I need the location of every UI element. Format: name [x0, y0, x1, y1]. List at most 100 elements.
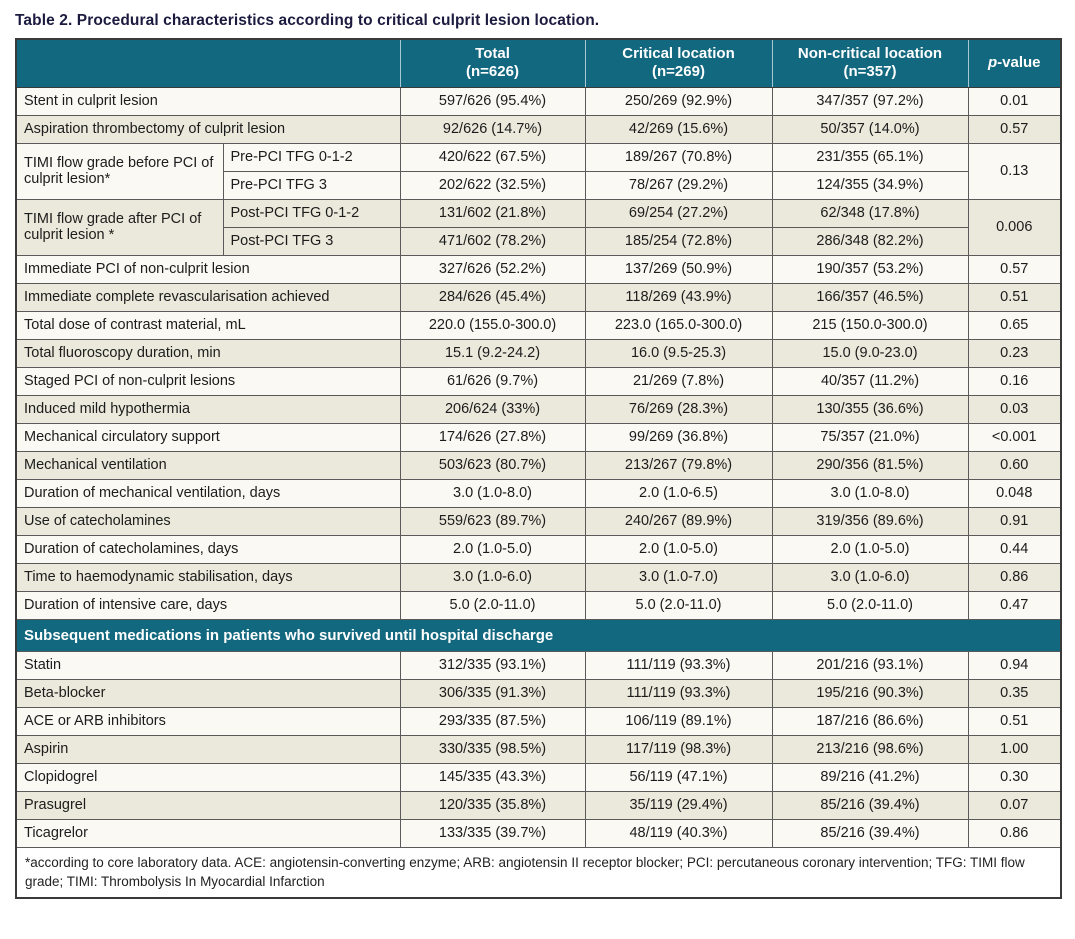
table-row: Pre-PCI TFG 3 202/622 (32.5%) 78/267 (29.2…: [16, 170, 1061, 200]
value-cell-critical: 56/119 (47.1%): [584, 762, 773, 792]
header-row: Total (n=626) Critical location (n=269) …: [15, 38, 1062, 88]
table-row: Mechanical ventilation 503/623 (80.7%) 213…: [15, 450, 1062, 480]
p-value-cell: <0.001: [967, 422, 1062, 452]
value-cell-critical: 16.0 (9.5-25.3): [584, 338, 773, 368]
value-cell-critical: 78/267 (29.2%): [584, 170, 773, 200]
row-label: Aspiration thrombectomy of culprit lesio…: [15, 114, 401, 144]
value-cell-critical: 250/269 (92.9%): [584, 86, 773, 116]
value-cell-noncritical: 85/216 (39.4%): [771, 818, 969, 848]
value-cell-noncritical: 215 (150.0-300.0): [771, 310, 969, 340]
table-row: Total dose of contrast material, mL 220.0…: [15, 310, 1062, 340]
table-footer: *according to core laboratory data. ACE:…: [15, 846, 1062, 899]
value-cell-total: 61/626 (9.7%): [399, 366, 586, 396]
table-row: Post-PCI TFG 3 471/602 (78.2%) 185/254 (72…: [16, 226, 1061, 256]
value-cell-critical: 99/269 (36.8%): [584, 422, 773, 452]
value-cell-critical: 2.0 (1.0-5.0): [584, 534, 773, 564]
value-cell-critical: 76/269 (28.3%): [584, 394, 773, 424]
row-label: Induced mild hypothermia: [15, 394, 401, 424]
row-label: Duration of catecholamines, days: [15, 534, 401, 564]
header-critical-line2: (n=269): [652, 63, 705, 81]
table-row: Immediate PCI of non-culprit lesion 327/6…: [15, 254, 1062, 284]
row-label: Duration of mechanical ventilation, days: [15, 478, 401, 508]
value-cell-total: 3.0 (1.0-8.0): [399, 478, 586, 508]
value-cell-critical: 2.0 (1.0-6.5): [584, 478, 773, 508]
row-label: Total dose of contrast material, mL: [15, 310, 401, 340]
header-noncritical-location: Non-critical location (n=357): [771, 38, 969, 88]
value-cell-total: 133/335 (39.7%): [399, 818, 586, 848]
p-value-cell: 0.44: [967, 534, 1062, 564]
p-value-cell: 0.65: [967, 310, 1062, 340]
p-value-cell: 0.006: [967, 198, 1062, 256]
value-cell-critical: 69/254 (27.2%): [584, 198, 773, 228]
header-critical-line1: Critical location: [622, 44, 735, 62]
p-value-cell: 0.94: [967, 650, 1062, 680]
value-cell-critical: 106/119 (89.1%): [584, 706, 773, 736]
header-p-value: p-value: [967, 38, 1062, 88]
p-value-cell: 0.51: [967, 706, 1062, 736]
value-cell-total: 206/624 (33%): [399, 394, 586, 424]
row-label: Total fluoroscopy duration, min: [15, 338, 401, 368]
table-row: Mechanical circulatory support 174/626 (2…: [15, 422, 1062, 452]
value-cell-noncritical: 190/357 (53.2%): [771, 254, 969, 284]
header-empty-cell: [15, 38, 401, 88]
row-sublabel: Post-PCI TFG 0-1-2: [222, 198, 401, 228]
value-cell-noncritical: 213/216 (98.6%): [771, 734, 969, 764]
row-label: Statin: [15, 650, 401, 680]
p-value-cell: 0.91: [967, 506, 1062, 536]
footnote-row: *according to core laboratory data. ACE:…: [15, 846, 1062, 899]
value-cell-noncritical: 85/216 (39.4%): [771, 790, 969, 820]
row-sublabel: Post-PCI TFG 3: [222, 226, 401, 256]
p-value-cell: 0.86: [967, 818, 1062, 848]
value-cell-noncritical: 89/216 (41.2%): [771, 762, 969, 792]
value-cell-critical: 111/119 (93.3%): [584, 678, 773, 708]
value-cell-critical: 42/269 (15.6%): [584, 114, 773, 144]
value-cell-noncritical: 3.0 (1.0-6.0): [771, 562, 969, 592]
table-row: Aspirin 330/335 (98.5%) 117/119 (98.3%) 213…: [15, 734, 1062, 764]
p-value-cell: 0.03: [967, 394, 1062, 424]
table-row: Clopidogrel 145/335 (43.3%) 56/119 (47.1%)…: [15, 762, 1062, 792]
header-total: Total (n=626): [399, 38, 586, 88]
value-cell-critical: 35/119 (29.4%): [584, 790, 773, 820]
row-label: Immediate PCI of non-culprit lesion: [15, 254, 401, 284]
table-row: Duration of intensive care, days 5.0 (2.0…: [15, 590, 1062, 620]
value-cell-total: 92/626 (14.7%): [399, 114, 586, 144]
value-cell-noncritical: 187/216 (86.6%): [771, 706, 969, 736]
p-value-cell: 0.47: [967, 590, 1062, 620]
value-cell-noncritical: 290/356 (81.5%): [771, 450, 969, 480]
value-cell-total: 145/335 (43.3%): [399, 762, 586, 792]
value-cell-noncritical: 50/357 (14.0%): [771, 114, 969, 144]
row-label: Stent in culprit lesion: [15, 86, 401, 116]
value-cell-total: 312/335 (93.1%): [399, 650, 586, 680]
value-cell-critical: 117/119 (98.3%): [584, 734, 773, 764]
row-label: Mechanical ventilation: [15, 450, 401, 480]
table-row: Induced mild hypothermia 206/624 (33%) 76/…: [15, 394, 1062, 424]
p-value-cell: 0.57: [967, 254, 1062, 284]
table-row: Duration of mechanical ventilation, days…: [15, 478, 1062, 508]
table-row: Time to haemodynamic stabilisation, days…: [15, 562, 1062, 592]
table-row: Statin 312/335 (93.1%) 111/119 (93.3%) 201/…: [15, 650, 1062, 680]
p-value-cell: 0.13: [967, 142, 1062, 200]
header-total-line1: Total: [475, 44, 510, 62]
table-row: Stent in culprit lesion 597/626 (95.4%) 25…: [15, 86, 1062, 116]
value-cell-total: 597/626 (95.4%): [399, 86, 586, 116]
p-value-cell: 0.048: [967, 478, 1062, 508]
value-cell-noncritical: 130/355 (36.6%): [771, 394, 969, 424]
value-cell-total: 5.0 (2.0-11.0): [399, 590, 586, 620]
p-value-cell: 0.35: [967, 678, 1062, 708]
value-cell-critical: 5.0 (2.0-11.0): [584, 590, 773, 620]
row-label: Mechanical circulatory support: [15, 422, 401, 452]
p-value-cell: 0.23: [967, 338, 1062, 368]
value-cell-critical: 21/269 (7.8%): [584, 366, 773, 396]
p-value-cell: 0.30: [967, 762, 1062, 792]
table-row: Aspiration thrombectomy of culprit lesio…: [15, 114, 1062, 144]
value-cell-noncritical: 5.0 (2.0-11.0): [771, 590, 969, 620]
value-cell-total: 306/335 (91.3%): [399, 678, 586, 708]
value-cell-critical: 111/119 (93.3%): [584, 650, 773, 680]
value-cell-critical: 137/269 (50.9%): [584, 254, 773, 284]
value-cell-noncritical: 347/357 (97.2%): [771, 86, 969, 116]
procedural-characteristics-table: Total (n=626) Critical location (n=269) …: [15, 38, 1062, 899]
p-value-cell: 0.60: [967, 450, 1062, 480]
row-label: Aspirin: [15, 734, 401, 764]
table-row: Ticagrelor 133/335 (39.7%) 48/119 (40.3%) 8…: [15, 818, 1062, 848]
row-sublabel: Pre-PCI TFG 3: [222, 170, 401, 200]
